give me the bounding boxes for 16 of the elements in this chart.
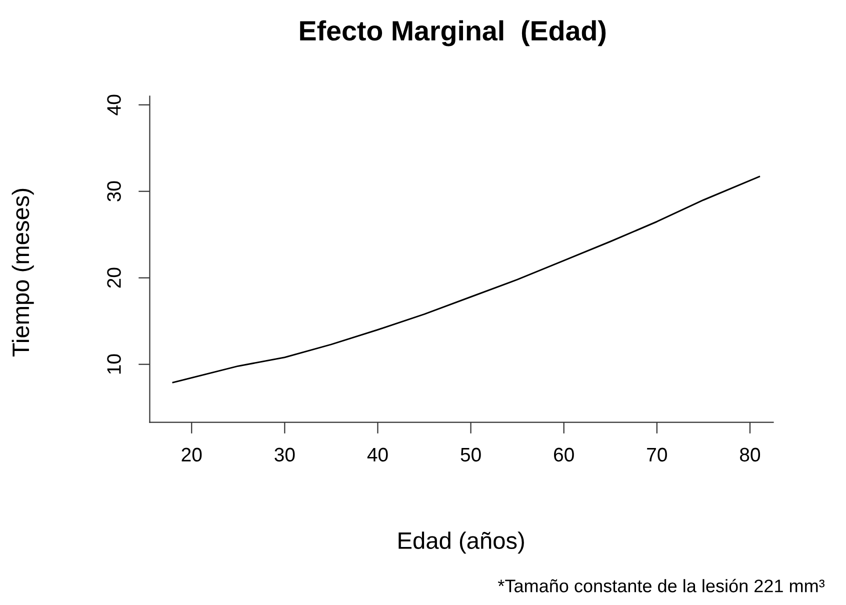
x-tick-label: 80 xyxy=(740,448,760,462)
y-tick-label: 20 xyxy=(107,268,121,288)
x-tick-label: 50 xyxy=(460,448,481,462)
y-tick-label: 40 xyxy=(107,94,121,116)
x-tick-label: 20 xyxy=(182,448,202,462)
text: *Tamaño constante de la lesión 221 mm³ xyxy=(498,578,825,592)
y-axis-title: Tiempo (meses) xyxy=(12,188,34,357)
x-tick-label: 30 xyxy=(274,448,295,462)
chart-title: Efecto Marginal (Edad) xyxy=(300,20,606,46)
y-tick-label: 30 xyxy=(107,181,121,202)
x-tick-label: 40 xyxy=(367,448,388,462)
x-tick-label: 60 xyxy=(554,448,574,462)
x-tick-label: 70 xyxy=(647,448,667,462)
y-tick-label: 10 xyxy=(107,354,121,374)
x-axis-title: Edad (años) xyxy=(398,532,524,554)
line-series xyxy=(172,176,760,384)
